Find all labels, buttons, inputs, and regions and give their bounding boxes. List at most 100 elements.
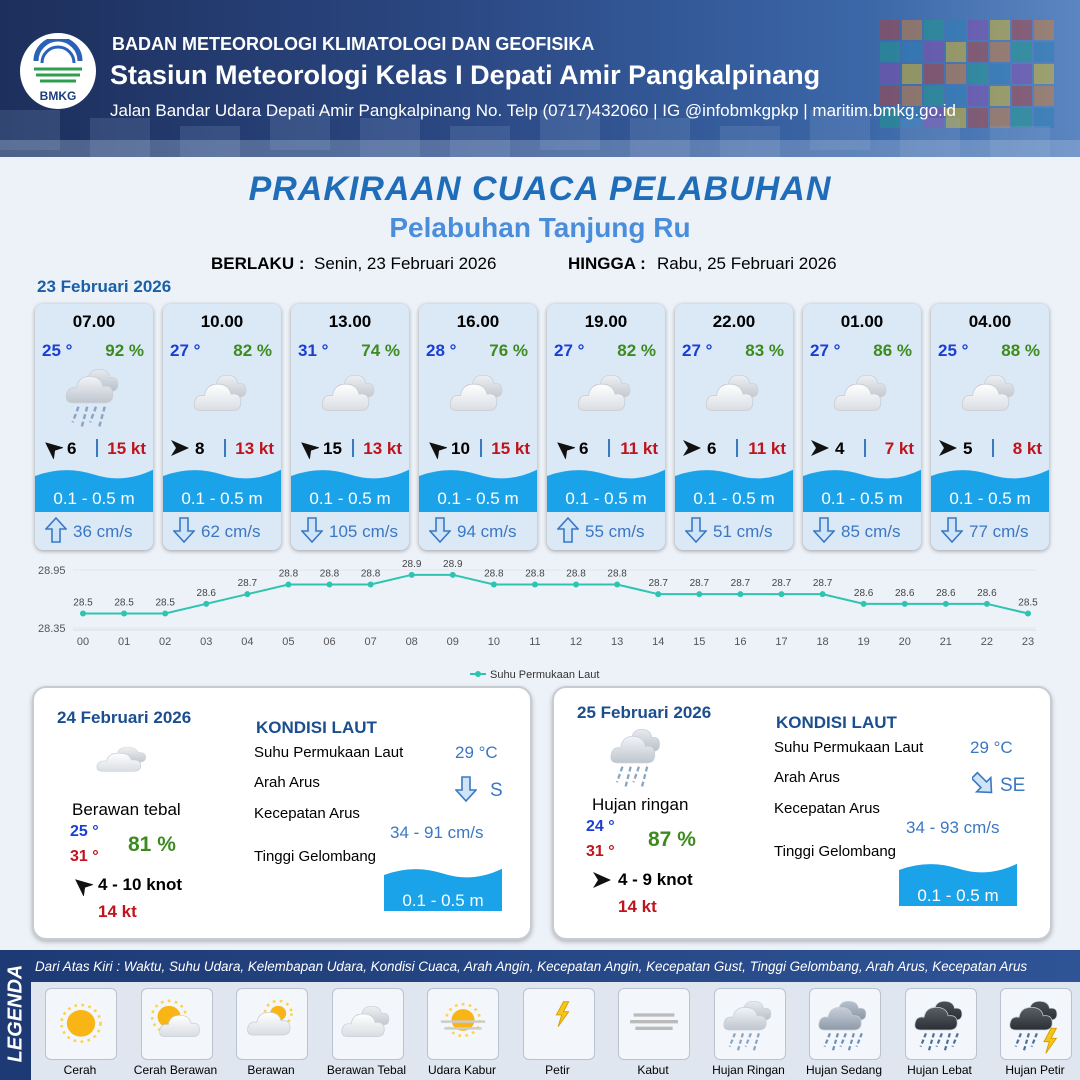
x-tick-label: 09 (447, 636, 459, 648)
humidity: 76 % (489, 341, 528, 360)
sst-value-label: 28.7 (731, 578, 751, 589)
wind-arrow (45, 442, 63, 459)
wind-arrow (301, 442, 319, 459)
x-tick-label: 06 (323, 636, 335, 648)
weather-icon (610, 729, 660, 789)
sst-value-label: 28.8 (607, 569, 627, 580)
current-arrow (301, 517, 323, 543)
temp-min: 25 ° (70, 823, 99, 840)
current-arrow (173, 517, 195, 543)
address: Jalan Bandar Udara Depati Amir Pangkalpi… (110, 101, 957, 120)
x-tick-label: 13 (611, 636, 623, 648)
wind-speed: 5 (963, 439, 973, 458)
temperature: 25 ° (42, 341, 73, 360)
sst-value-label: 28.6 (936, 588, 956, 599)
legend-label: Cerah Berawan (133, 1063, 218, 1077)
legend-label: Suhu Permukaan Laut (490, 669, 599, 681)
current-speed: 34 - 91 cm/s (390, 823, 484, 842)
gust: 14 kt (618, 897, 657, 916)
x-tick-label: 04 (241, 636, 253, 648)
day-date: 23 Februari 2026 (37, 277, 172, 296)
current-speed: 62 cm/s (201, 522, 261, 541)
gust: 13 kt (363, 439, 402, 458)
current-arrow (972, 771, 993, 794)
weather-icon (193, 374, 247, 412)
dir-label: Arah Arus (254, 774, 320, 791)
wave-height: 0.1 - 0.5 m (949, 489, 1031, 508)
x-tick-label: 17 (775, 636, 787, 648)
dir-label: Arah Arus (774, 769, 840, 786)
sst-value-label: 28.7 (690, 578, 710, 589)
temperature: 27 ° (170, 341, 201, 360)
sst-value-label: 28.8 (361, 569, 381, 580)
wave-height: 0.1 - 0.5 m (565, 489, 647, 508)
time: 01.00 (840, 312, 884, 331)
sst: 29 °C (970, 738, 1013, 757)
separator (480, 439, 482, 457)
x-tick-label: 21 (940, 636, 952, 648)
wind-arrow (557, 442, 575, 459)
temperature: 27 ° (554, 341, 585, 360)
condition: Hujan ringan (592, 795, 689, 814)
legend: LEGENDA Dari Atas Kiri : Waktu, Suhu Udar… (0, 950, 1080, 1080)
temperature: 27 ° (810, 341, 841, 360)
weather-icon (913, 1001, 962, 1052)
sst-point (244, 591, 251, 598)
header: BMKG BADAN METEOROLOGI KLIMATOLOGI DAN GE… (0, 0, 1080, 157)
wave-height: 0.1 - 0.5 m (181, 489, 263, 508)
condition: Berawan tebal (72, 800, 181, 819)
separator (864, 439, 866, 457)
weather-icon (440, 1002, 486, 1038)
wave (899, 863, 1017, 906)
sst-point (696, 591, 703, 598)
wave-height: 0.1 - 0.5 m (309, 489, 391, 508)
current-speed: 51 cm/s (713, 522, 773, 541)
wave (291, 469, 409, 512)
logo-text: BMKG (39, 89, 77, 103)
legend-icon-box (618, 988, 690, 1060)
wind-arrow (683, 440, 701, 456)
current-arrow (685, 517, 707, 543)
forecast-card: 01.00 27 ° 86 % 4 7 kt 0.1 - 0.5 m 85 cm/s (803, 304, 921, 550)
sst-point (901, 600, 908, 607)
valid-to: Rabu, 25 Februari 2026 (657, 254, 837, 273)
x-tick-label: 02 (159, 636, 171, 648)
humidity: 81 % (128, 833, 176, 856)
wave-height: 0.1 - 0.5 m (693, 489, 775, 508)
sst-point (490, 581, 497, 588)
x-tick-label: 18 (816, 636, 828, 648)
forecast-card: 22.00 27 ° 83 % 6 11 kt 0.1 - 0.5 m 51 cm/s (675, 304, 793, 550)
x-tick-label: 08 (406, 636, 418, 648)
separator (736, 439, 738, 457)
current-arrow (941, 517, 963, 543)
day-box: 25 Februari 2026 Hujan ringan 24 ° 31 ° 87 %… (552, 686, 1052, 940)
valid-from: Senin, 23 Februari 2026 (314, 254, 497, 273)
wave-height: 0.1 - 0.5 m (53, 489, 135, 508)
forecast-card: 07.00 25 ° 92 % 6 15 kt 0.1 - 0.5 m 36 cm/s (35, 304, 153, 550)
humidity: 83 % (745, 341, 784, 360)
weather-icon (60, 1003, 102, 1043)
speed-label: Kecepatan Arus (774, 800, 880, 817)
valid-to-label: HINGGA : (568, 254, 646, 273)
logo: BMKG (20, 33, 96, 109)
legend-label: Hujan Petir (1005, 1063, 1065, 1077)
wave (675, 469, 793, 512)
sst-point (80, 610, 86, 617)
legend-header (0, 950, 1080, 982)
wind-arrow (811, 440, 829, 456)
current-speed: 85 cm/s (841, 522, 901, 541)
gust: 11 kt (620, 439, 658, 458)
forecast-card: 19.00 27 ° 82 % 6 11 kt 0.1 - 0.5 m 55 cm/s (547, 304, 665, 550)
wind-speed: 10 (451, 439, 470, 458)
current-arrow (429, 517, 451, 543)
sst-point (983, 600, 990, 607)
legend-label: Hujan Sedang (805, 1063, 883, 1077)
weather-icon (705, 374, 759, 412)
sst-point (655, 591, 662, 598)
sst-value-label: 28.5 (114, 598, 134, 609)
wind-range: 4 - 9 knot (618, 870, 693, 889)
legend-icon-box (331, 988, 404, 1060)
humidity: 82 % (617, 341, 656, 360)
temp-min: 24 ° (586, 818, 615, 835)
